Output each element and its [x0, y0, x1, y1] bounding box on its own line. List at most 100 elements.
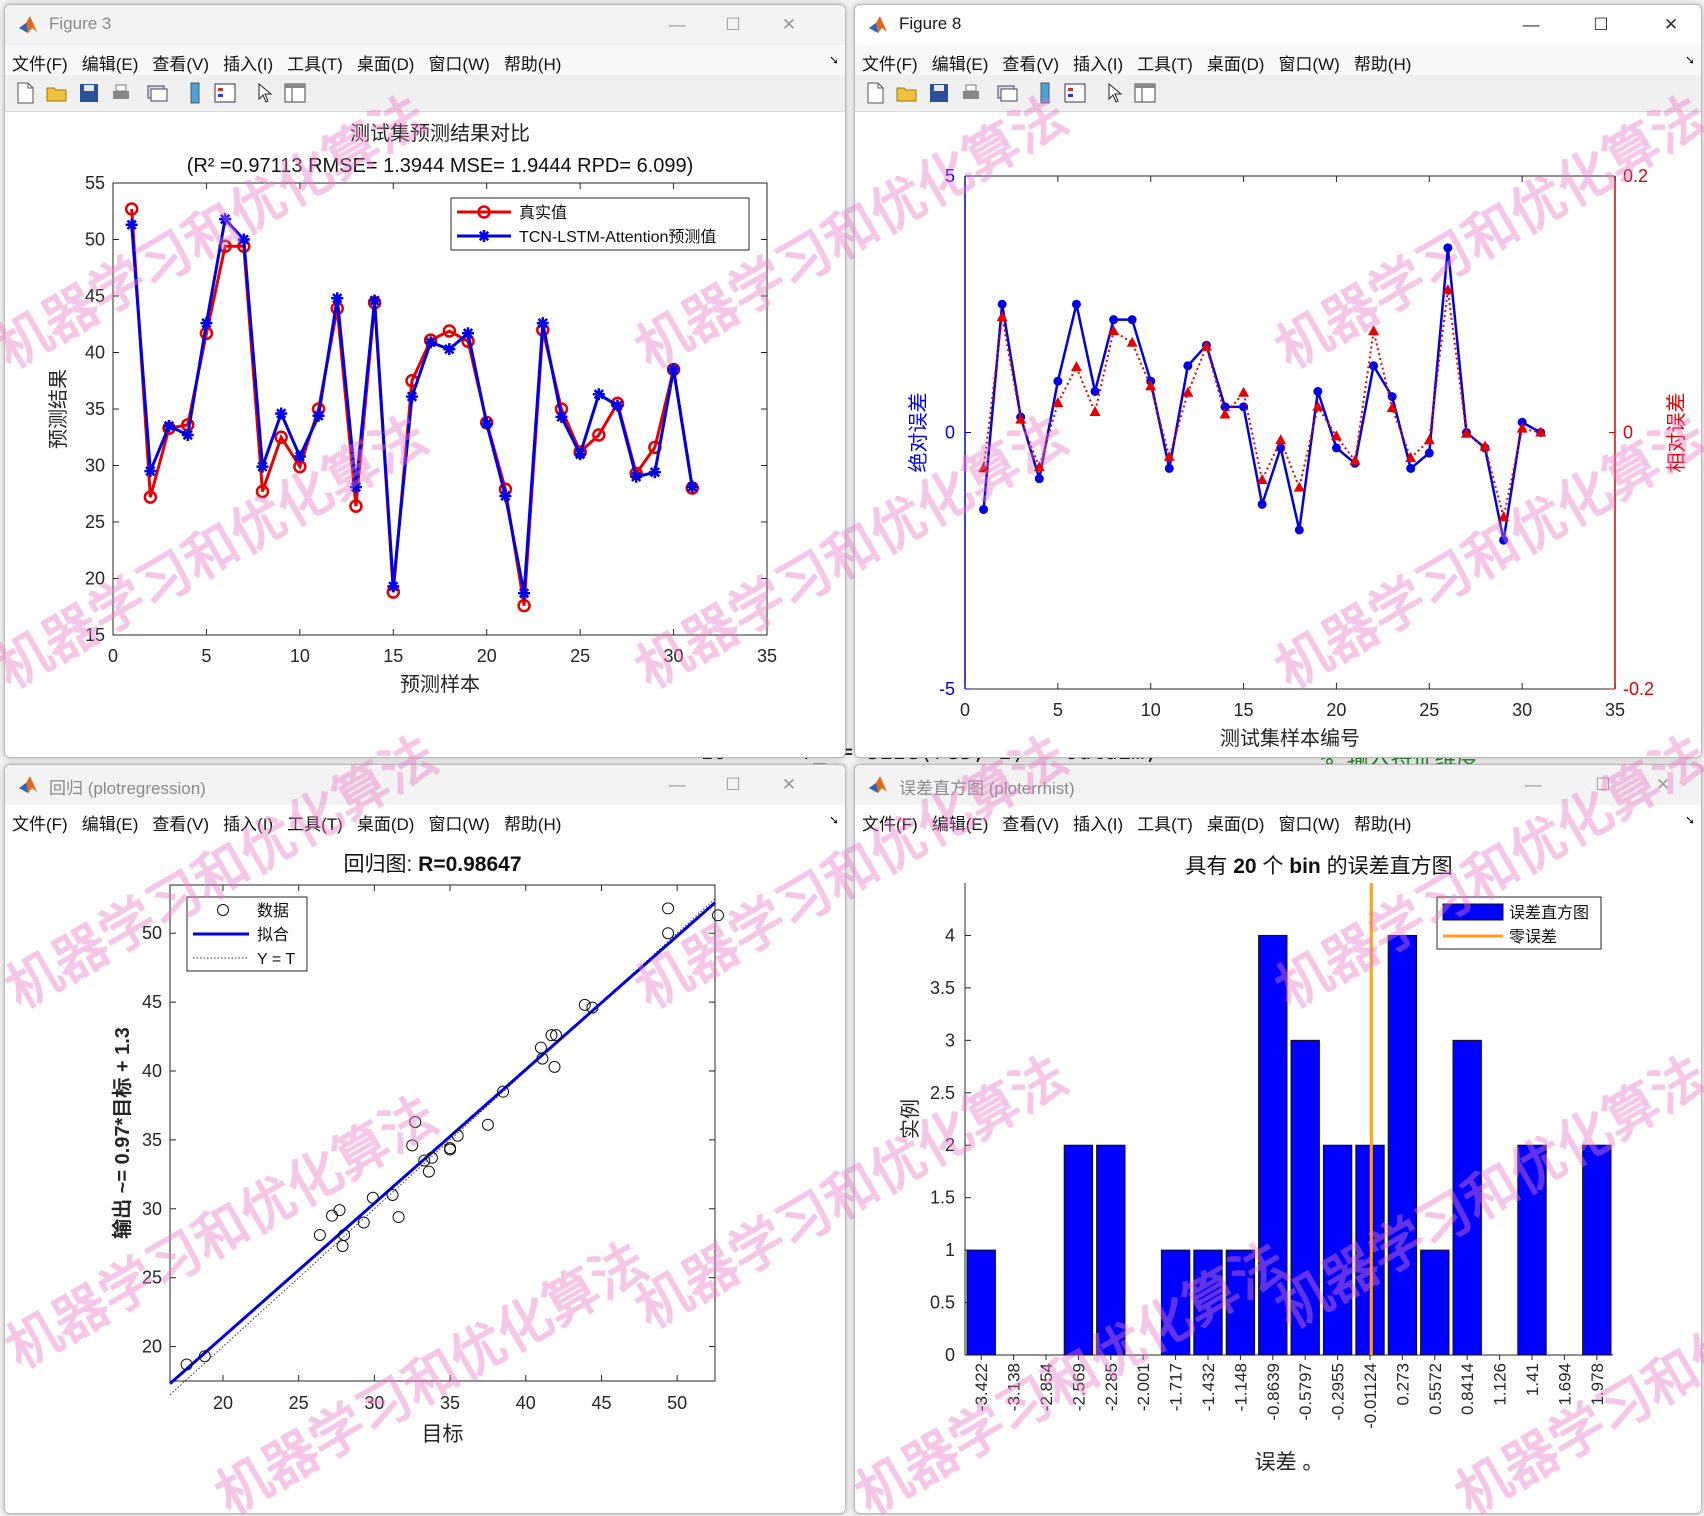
- menu-tools[interactable]: 工具(T): [1137, 815, 1193, 834]
- close-icon[interactable]: ✕: [1655, 775, 1671, 794]
- error-histogram-window[interactable]: 误差直方图 (ploterrhist) — ☐ ✕ 文件(F) 编辑(E) 查看(V…: [854, 764, 1702, 1514]
- menu-window[interactable]: 窗口(W): [428, 815, 490, 834]
- new-figure-icon[interactable]: [863, 81, 887, 105]
- colorbar-icon[interactable]: [1033, 81, 1057, 105]
- new-figure-icon[interactable]: [13, 81, 37, 105]
- toolbar: [5, 75, 845, 112]
- pointer-icon[interactable]: [253, 81, 277, 105]
- figure-8-window[interactable]: Figure 8 — ☐ ✕ 文件(F) 编辑(E) 查看(V) 插入(I) 工具(T)…: [854, 4, 1702, 758]
- menu-file[interactable]: 文件(F): [862, 815, 918, 834]
- menu-insert[interactable]: 插入(I): [223, 815, 274, 834]
- menu-window[interactable]: 窗口(W): [428, 55, 490, 74]
- property-editor-icon[interactable]: [1133, 81, 1157, 105]
- plot-area: 测试集预测结果对比 (R² =0.97113 RMSE= 1.3944 MSE= …: [5, 112, 845, 757]
- x-tick-label: 0.8414: [1458, 1363, 1477, 1415]
- menu-desktop[interactable]: 桌面(D): [1206, 815, 1265, 834]
- maximize-icon[interactable]: ☐: [1593, 15, 1609, 34]
- data-point: [979, 504, 989, 514]
- y-tick-label: 50: [85, 230, 105, 250]
- property-editor-icon[interactable]: [283, 81, 307, 105]
- menu-arrow-icon[interactable]: ➘: [828, 813, 839, 827]
- menu-help[interactable]: 帮助(H): [503, 815, 562, 834]
- menu-view[interactable]: 查看(V): [152, 815, 210, 834]
- maximize-icon[interactable]: ☐: [725, 15, 741, 34]
- maximize-icon[interactable]: ☐: [725, 775, 741, 794]
- data-point: [1164, 463, 1174, 473]
- data-point: [237, 233, 250, 246]
- title-bar[interactable]: Figure 8 — ☐ ✕: [855, 5, 1701, 45]
- close-icon[interactable]: ✕: [781, 15, 797, 34]
- figure-3-window[interactable]: Figure 3 — ☐ ✕ 文件(F) 编辑(E) 查看(V) 插入(I) 工具(T)…: [4, 4, 846, 758]
- menu-insert[interactable]: 插入(I): [1073, 815, 1124, 834]
- save-icon[interactable]: [77, 81, 101, 105]
- close-icon[interactable]: ✕: [781, 775, 797, 794]
- menu-tools[interactable]: 工具(T): [1137, 55, 1193, 74]
- close-icon[interactable]: ✕: [1663, 15, 1679, 34]
- menu-edit[interactable]: 编辑(E): [931, 55, 989, 74]
- menu-arrow-icon[interactable]: ➘: [1684, 53, 1695, 67]
- title-bar[interactable]: 误差直方图 (ploterrhist) — ☐ ✕: [855, 765, 1701, 805]
- menu-window[interactable]: 窗口(W): [1278, 815, 1340, 834]
- error-histogram-chart[interactable]: 具有 20 个 bin 的误差直方图 0 0.5 1 1.5 2 2.5 3 3.5 4 -3.42…: [855, 837, 1701, 1513]
- link-icon[interactable]: [995, 81, 1019, 105]
- title-bar[interactable]: 回归 (plotregression) — ☐ ✕: [5, 765, 845, 805]
- data-point: [405, 390, 418, 403]
- data-point: [1200, 340, 1212, 351]
- data-point: [333, 1204, 346, 1217]
- menu-tools[interactable]: 工具(T): [287, 815, 343, 834]
- menu-view[interactable]: 查看(V): [1002, 815, 1060, 834]
- pointer-icon[interactable]: [1103, 81, 1127, 105]
- legend-icon[interactable]: [213, 81, 237, 105]
- menu-view[interactable]: 查看(V): [152, 55, 210, 74]
- regression-window[interactable]: 回归 (plotregression) — ☐ ✕ 文件(F) 编辑(E) 查看(V…: [4, 764, 846, 1514]
- menu-file[interactable]: 文件(F): [12, 815, 68, 834]
- data-point: [555, 410, 568, 423]
- menu-help[interactable]: 帮助(H): [1353, 55, 1412, 74]
- menu-desktop[interactable]: 桌面(D): [356, 815, 415, 834]
- minimize-icon[interactable]: —: [1522, 15, 1540, 34]
- data-point: [662, 902, 675, 915]
- x-tick-label: 5: [201, 646, 211, 666]
- title-bar[interactable]: Figure 3 — ☐ ✕: [5, 5, 845, 45]
- menu-edit[interactable]: 编辑(E): [931, 815, 989, 834]
- regression-chart[interactable]: 回归图: R=0.98647 20 25 30 35 40 45 50 20 25 30 35 40 45…: [5, 837, 845, 1513]
- x-tick-label: 0.273: [1393, 1363, 1412, 1406]
- maximize-icon[interactable]: ☐: [1595, 775, 1611, 794]
- minimize-icon[interactable]: —: [668, 15, 686, 34]
- menu-desktop[interactable]: 桌面(D): [356, 55, 415, 74]
- data-point: [443, 343, 456, 356]
- menu-edit[interactable]: 编辑(E): [81, 55, 139, 74]
- menu-edit[interactable]: 编辑(E): [81, 815, 139, 834]
- menu-window[interactable]: 窗口(W): [1278, 55, 1340, 74]
- minimize-icon[interactable]: —: [1524, 775, 1542, 794]
- y-tick-label: 30: [85, 456, 105, 476]
- link-icon[interactable]: [145, 81, 169, 105]
- menu-desktop[interactable]: 桌面(D): [1206, 55, 1265, 74]
- open-file-icon[interactable]: [895, 81, 919, 105]
- legend-icon[interactable]: [1063, 81, 1087, 105]
- y-tick-label-left: 0: [945, 423, 955, 443]
- menu-arrow-icon[interactable]: ➘: [828, 53, 839, 67]
- minimize-icon[interactable]: —: [668, 775, 686, 794]
- data-point: [219, 213, 232, 226]
- menu-insert[interactable]: 插入(I): [223, 55, 274, 74]
- print-icon[interactable]: [959, 81, 983, 105]
- menu-view[interactable]: 查看(V): [1002, 55, 1060, 74]
- data-point: [686, 480, 699, 493]
- save-icon[interactable]: [927, 81, 951, 105]
- print-icon[interactable]: [109, 81, 133, 105]
- data-point: [409, 1115, 422, 1128]
- menu-arrow-icon[interactable]: ➘: [1684, 813, 1695, 827]
- menu-help[interactable]: 帮助(H): [503, 55, 562, 74]
- y-tick-label: 0.5: [930, 1293, 955, 1313]
- menu-help[interactable]: 帮助(H): [1353, 815, 1412, 834]
- menu-tools[interactable]: 工具(T): [287, 55, 343, 74]
- menu-file[interactable]: 文件(F): [862, 55, 918, 74]
- open-file-icon[interactable]: [45, 81, 69, 105]
- data-point: [978, 462, 990, 473]
- figure-3-chart[interactable]: 测试集预测结果对比 (R² =0.97113 RMSE= 1.3944 MSE= …: [5, 112, 845, 757]
- menu-file[interactable]: 文件(F): [12, 55, 68, 74]
- menu-insert[interactable]: 插入(I): [1073, 55, 1124, 74]
- colorbar-icon[interactable]: [183, 81, 207, 105]
